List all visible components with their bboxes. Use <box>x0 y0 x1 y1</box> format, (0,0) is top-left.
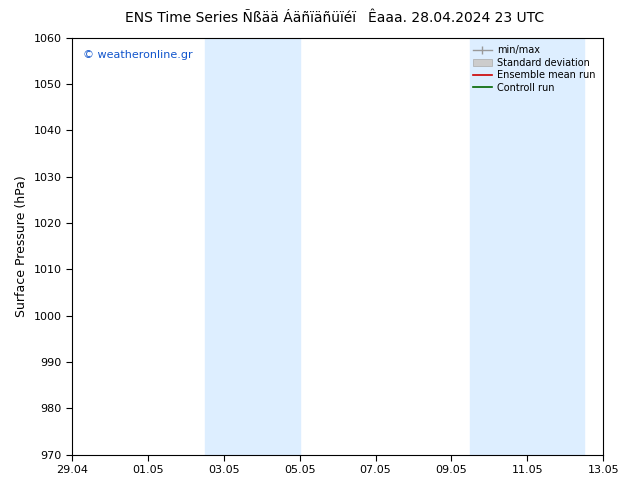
Text: Êaaa. 28.04.2024 23 UTC: Êaaa. 28.04.2024 23 UTC <box>368 11 545 25</box>
Y-axis label: Surface Pressure (hPa): Surface Pressure (hPa) <box>15 175 28 317</box>
Text: © weatheronline.gr: © weatheronline.gr <box>82 50 192 60</box>
Legend: min/max, Standard deviation, Ensemble mean run, Controll run: min/max, Standard deviation, Ensemble me… <box>470 43 598 96</box>
Bar <box>205 38 300 455</box>
Text: ENS Time Series Ñßää Áäñïäñüïéï: ENS Time Series Ñßää Áäñïäñüïéï <box>126 11 356 25</box>
Bar <box>470 38 584 455</box>
